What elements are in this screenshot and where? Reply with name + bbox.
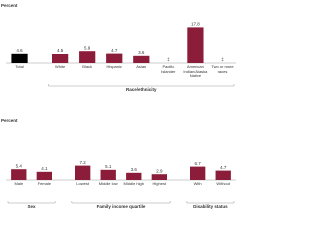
x-tick-label: Highest <box>152 182 167 186</box>
y-axis-label: Percent <box>1 3 18 8</box>
x-tick-label-box: Highest <box>152 182 167 186</box>
value-label: 7.2 <box>80 160 87 165</box>
x-tick-label-box: Middle high <box>123 182 144 186</box>
value-label: ‡ <box>167 57 170 62</box>
value-label: ‡ <box>221 57 224 62</box>
group-label: Family income quartile <box>97 204 146 209</box>
value-label: 17.8 <box>191 22 200 27</box>
chart-page: Percent 4.6 Total 4.5 White 5.9 Black 4.7 Hispan… <box>1 3 236 209</box>
value-label: 3.6 <box>138 50 145 55</box>
x-tick-label: Hispanic <box>106 65 122 69</box>
value-label: 5.1 <box>105 164 112 169</box>
bar <box>187 27 204 63</box>
value-label: 5.9 <box>84 45 91 50</box>
bar <box>106 53 123 63</box>
x-tick-label-box: Female <box>37 182 51 186</box>
value-label: 2.9 <box>156 168 163 173</box>
x-tick-label: Male <box>14 182 24 186</box>
bar <box>36 171 52 180</box>
x-tick-label: Middle low <box>98 182 118 186</box>
x-tick-label-box: Black <box>82 65 93 69</box>
group-bracket <box>71 201 171 204</box>
x-tick-label-box: White <box>54 65 66 69</box>
x-tick-label-box: Two or more races <box>211 65 234 74</box>
bar <box>79 51 96 63</box>
bar <box>151 174 167 180</box>
x-tick-label: American Indian/Alaska Native <box>183 65 208 79</box>
value-label: 3.6 <box>131 167 138 172</box>
bar <box>190 166 206 180</box>
x-tick-label: Two or more races <box>211 65 234 74</box>
group-bracket <box>186 201 235 204</box>
bar <box>75 165 91 180</box>
bar <box>100 169 116 180</box>
bar <box>133 55 150 63</box>
group-bracket <box>7 201 56 204</box>
x-tick-label-box: Middle low <box>98 182 118 186</box>
bar <box>11 53 28 63</box>
x-tick-label-box: Hispanic <box>106 65 122 69</box>
x-tick-label: Female <box>37 182 51 186</box>
value-label: 4.7 <box>111 48 118 53</box>
x-tick-label: White <box>54 65 66 69</box>
x-tick-label: Middle high <box>123 182 144 186</box>
x-tick-label: Pacific Islander <box>161 65 176 74</box>
x-tick-label: Lowest <box>76 182 89 186</box>
group-bracket <box>48 84 235 87</box>
bar <box>126 172 142 180</box>
value-label: 4.1 <box>41 166 48 171</box>
x-tick-label: Without <box>216 182 230 186</box>
value-label: 4.5 <box>57 48 64 53</box>
value-label: 6.7 <box>195 161 202 166</box>
x-tick-label-box: Without <box>216 182 230 186</box>
group-label: Race/ethnicity <box>126 87 157 92</box>
x-tick-label-box: Lowest <box>76 182 89 186</box>
value-label: 4.6 <box>16 48 23 53</box>
x-tick-label-box: American Indian/Alaska Native <box>183 65 208 79</box>
x-tick-label-box: Male <box>14 182 24 186</box>
value-label: 4.7 <box>220 165 227 170</box>
bar <box>52 54 69 63</box>
x-tick-label: Total <box>15 65 24 69</box>
bar <box>11 169 27 180</box>
group-label: Sex <box>28 204 37 209</box>
bar <box>215 170 231 180</box>
x-tick-label: With <box>193 182 202 186</box>
x-tick-label-box: Pacific Islander <box>161 65 176 74</box>
x-tick-label: Black <box>82 65 93 69</box>
x-tick-label-box: With <box>193 182 202 186</box>
group-label: Disability status <box>193 204 228 209</box>
x-tick-label: Asian <box>136 65 147 69</box>
x-tick-label-box: Asian <box>136 65 147 69</box>
y-axis-label: Percent <box>1 118 18 123</box>
value-label: 5.4 <box>16 163 23 168</box>
x-tick-label-box: Total <box>15 65 24 69</box>
